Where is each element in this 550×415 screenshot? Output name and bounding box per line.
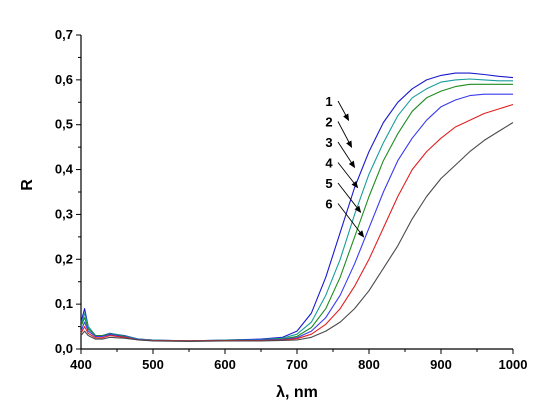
y-tick-label: 0,2: [55, 251, 73, 266]
curve-arrow-3: [337, 141, 356, 169]
curve-arrow-4: [337, 162, 359, 189]
curve-arrow-1: [337, 100, 350, 122]
curve-arrow-5: [337, 182, 362, 213]
x-tick-label: 600: [214, 357, 236, 372]
y-tick-label: 0,4: [55, 162, 74, 177]
curve-label-5: 5: [325, 176, 332, 191]
series-line-5: [80, 103, 514, 342]
y-tick-label: 0,0: [55, 341, 73, 356]
x-tick-label: 900: [430, 357, 452, 372]
y-tick-label: 0,1: [55, 296, 73, 311]
curve-label-3: 3: [325, 135, 332, 150]
series-line-6: [80, 122, 514, 342]
x-tick-label: 800: [358, 357, 380, 372]
y-tick-label: 0,6: [55, 72, 73, 87]
curve-label-6: 6: [325, 197, 332, 212]
annotation-layer: 1 2 3 4 5 6: [325, 94, 365, 238]
curve-label-4: 4: [325, 156, 333, 171]
curve-arrow-2: [337, 121, 353, 149]
x-tick-label: 500: [142, 357, 164, 372]
y-tick-label: 0,5: [55, 117, 73, 132]
x-axis: 400 500 600 700 800 900 1000: [70, 349, 527, 372]
series-layer: [80, 72, 514, 342]
x-tick-label: 400: [70, 357, 92, 372]
y-axis: 0,0 0,1 0,2 0,3 0,4 0,5 0,6 0,7: [55, 27, 81, 356]
series-line-4: [80, 93, 513, 342]
curve-arrow-6: [337, 203, 365, 238]
y-axis-title: R: [19, 179, 36, 191]
x-tick-label: 1000: [499, 357, 528, 372]
x-tick-label: 700: [286, 357, 308, 372]
x-axis-title: λ, nm: [276, 384, 318, 401]
curve-label-2: 2: [325, 115, 332, 130]
curve-label-1: 1: [325, 94, 332, 109]
y-tick-label: 0,3: [55, 206, 73, 221]
y-tick-label: 0,7: [55, 27, 73, 42]
